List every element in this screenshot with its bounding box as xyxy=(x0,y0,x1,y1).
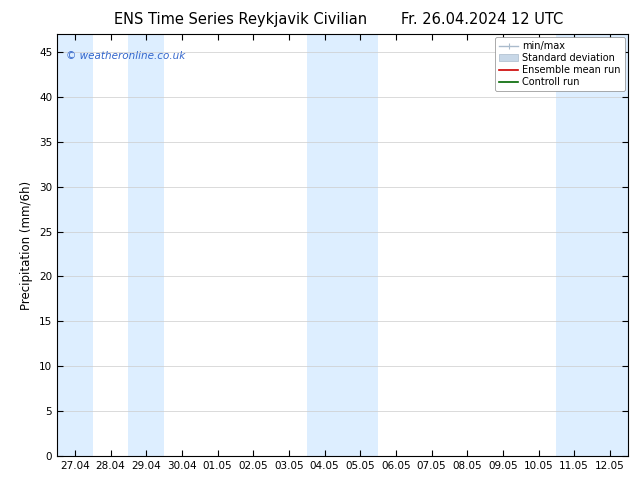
Legend: min/max, Standard deviation, Ensemble mean run, Controll run: min/max, Standard deviation, Ensemble me… xyxy=(495,37,624,91)
Text: © weatheronline.co.uk: © weatheronline.co.uk xyxy=(66,51,185,61)
Bar xyxy=(57,34,93,456)
Y-axis label: Precipitation (mm/6h): Precipitation (mm/6h) xyxy=(20,180,34,310)
Bar xyxy=(557,34,628,456)
Bar xyxy=(128,34,164,456)
Text: Fr. 26.04.2024 12 UTC: Fr. 26.04.2024 12 UTC xyxy=(401,12,563,27)
Text: ENS Time Series Reykjavik Civilian: ENS Time Series Reykjavik Civilian xyxy=(114,12,368,27)
Bar xyxy=(307,34,378,456)
